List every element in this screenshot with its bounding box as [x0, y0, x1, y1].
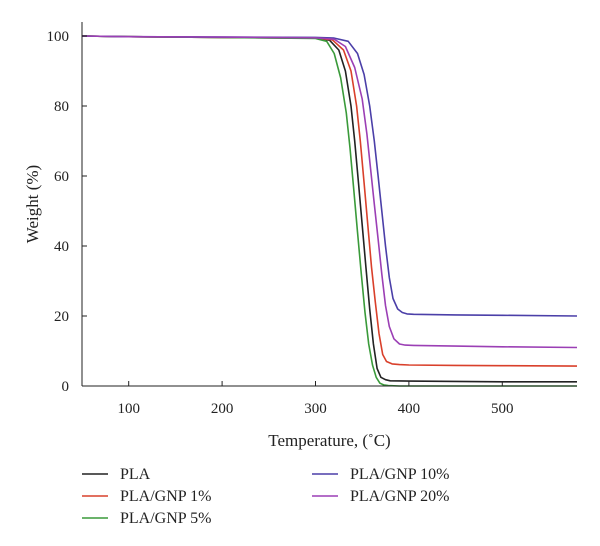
- y-axis-title: Weight (%): [23, 165, 42, 243]
- legend-label: PLA/GNP 1%: [120, 488, 211, 505]
- y-axis-ticks: 0 20 40 60 80 100: [47, 29, 87, 395]
- legend-label: PLA/GNP 10%: [350, 466, 449, 483]
- y-tick-label: 100: [47, 29, 70, 45]
- legend-label: PLA: [120, 466, 151, 483]
- x-tick-label: 300: [304, 401, 327, 417]
- x-axis-title: Temperature, (˚C): [268, 431, 390, 450]
- plot-area: [81, 35, 578, 387]
- legend: PLA PLA/GNP 1% PLA/GNP 5% PLA/GNP 10% PLA/GN…: [82, 466, 449, 527]
- series-line-pla-gnp-1: [81, 35, 578, 367]
- x-tick-label: 200: [211, 401, 234, 417]
- x-tick-label: 400: [398, 401, 421, 417]
- y-tick-label: 60: [54, 169, 69, 185]
- series-line-pla-gnp-5: [81, 35, 577, 387]
- series-line-pla: [81, 35, 577, 383]
- y-tick-label: 20: [54, 309, 69, 325]
- legend-label: PLA/GNP 20%: [350, 488, 449, 505]
- series-line-pla-gnp-10: [81, 35, 578, 317]
- y-tick-label: 40: [54, 239, 69, 255]
- x-tick-label: 100: [117, 401, 140, 417]
- y-tick-label: 0: [62, 379, 70, 395]
- x-axis-ticks: 100 200 300 400 500: [117, 381, 514, 417]
- series-line-pla-gnp-20: [81, 35, 578, 349]
- x-tick-label: 500: [491, 401, 514, 417]
- y-tick-label: 80: [54, 99, 69, 115]
- legend-label: PLA/GNP 5%: [120, 510, 211, 527]
